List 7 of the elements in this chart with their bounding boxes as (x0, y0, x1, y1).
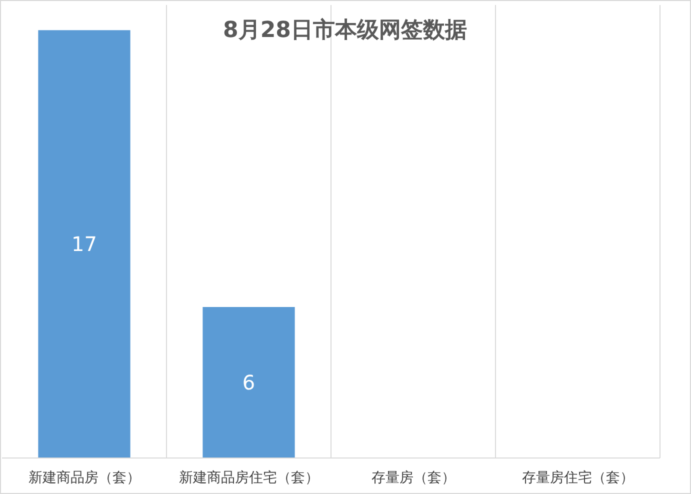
x-tick-label: 新建商品房（套） (28, 470, 140, 486)
text: 8月28日市本级网签数据 (223, 17, 467, 43)
data-label: 6 (242, 370, 256, 394)
x-tick-label: 新建商品房住宅（套） (178, 470, 319, 486)
x-tick-label: 存量房住宅（套） (522, 470, 634, 486)
x-tick-label: 存量房（套） (371, 470, 456, 486)
data-label: 17 (72, 232, 97, 256)
